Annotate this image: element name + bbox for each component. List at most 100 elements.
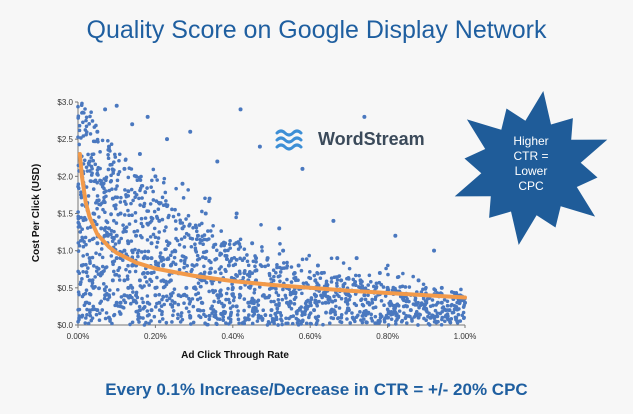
data-point (150, 178, 154, 183)
data-point (237, 295, 242, 300)
data-point (424, 318, 428, 323)
data-point (117, 169, 122, 174)
data-point (105, 297, 110, 302)
data-point (93, 275, 97, 279)
data-point (112, 160, 116, 164)
data-point (373, 321, 377, 325)
data-point (252, 312, 257, 316)
data-point (366, 293, 370, 298)
data-point (339, 278, 344, 283)
data-point (139, 250, 144, 254)
data-point (194, 225, 199, 230)
data-point (424, 299, 429, 304)
data-point (332, 294, 336, 299)
data-point (100, 255, 105, 260)
data-point (179, 311, 184, 315)
data-point (236, 240, 240, 244)
data-point (167, 241, 172, 246)
data-point (94, 123, 98, 128)
data-point (274, 290, 279, 295)
data-point (84, 115, 89, 120)
data-point (357, 273, 361, 278)
data-point (129, 283, 133, 288)
data-point (123, 188, 127, 192)
data-point (193, 285, 197, 290)
data-point (363, 286, 368, 290)
data-point (354, 256, 359, 261)
data-point (84, 242, 88, 247)
data-point (141, 316, 145, 320)
data-point (157, 201, 162, 206)
data-point (81, 120, 85, 125)
data-point (160, 297, 164, 302)
data-point (454, 304, 459, 309)
data-point (153, 305, 158, 309)
data-point (76, 220, 81, 225)
data-point (278, 274, 282, 278)
data-point (434, 314, 439, 319)
data-point (126, 175, 131, 180)
data-point (164, 239, 169, 243)
data-point (112, 269, 116, 274)
data-point (76, 184, 80, 189)
data-point (88, 310, 92, 315)
data-point (148, 220, 152, 225)
data-point (210, 304, 214, 309)
data-point (90, 166, 94, 171)
data-point (398, 285, 402, 289)
data-point (227, 300, 232, 305)
data-point (114, 103, 119, 108)
data-point (98, 166, 102, 171)
data-point (208, 229, 213, 233)
data-point (106, 226, 111, 231)
data-point (416, 278, 421, 283)
data-point (242, 256, 247, 261)
data-point (143, 275, 147, 279)
data-point (138, 203, 142, 207)
data-point (109, 179, 114, 183)
data-point (146, 249, 151, 254)
data-point (234, 257, 239, 262)
data-point (373, 295, 378, 299)
data-point (161, 262, 166, 267)
data-point (322, 270, 326, 275)
data-point (358, 285, 363, 290)
data-point (125, 277, 130, 281)
data-point (140, 296, 144, 301)
data-point (117, 266, 122, 270)
data-point (450, 310, 455, 315)
data-point (114, 256, 119, 261)
data-point (456, 312, 461, 317)
data-point (190, 267, 194, 272)
data-point (227, 242, 232, 247)
data-point (133, 195, 137, 199)
data-point (360, 314, 365, 318)
data-point (267, 287, 272, 291)
data-point (184, 217, 188, 221)
data-point (86, 194, 91, 198)
data-point (114, 203, 118, 207)
data-point (171, 313, 175, 318)
data-point (117, 274, 121, 278)
data-point (194, 229, 199, 234)
data-point (255, 319, 260, 323)
data-point (131, 290, 135, 294)
data-point (343, 299, 348, 304)
data-point (292, 302, 297, 306)
data-point (86, 266, 90, 270)
data-point (284, 296, 288, 300)
data-point (164, 225, 168, 229)
data-point (411, 274, 415, 279)
data-point (157, 218, 162, 223)
data-point (228, 313, 233, 318)
data-point (90, 307, 95, 312)
data-point (254, 268, 259, 272)
data-point (80, 294, 85, 299)
data-point (82, 303, 87, 308)
data-point (84, 270, 89, 275)
y-axis-title: Cost Per Click (USD) (31, 164, 42, 262)
data-point (445, 299, 450, 304)
data-point (236, 317, 241, 322)
data-point (112, 237, 116, 241)
data-point (153, 259, 158, 264)
